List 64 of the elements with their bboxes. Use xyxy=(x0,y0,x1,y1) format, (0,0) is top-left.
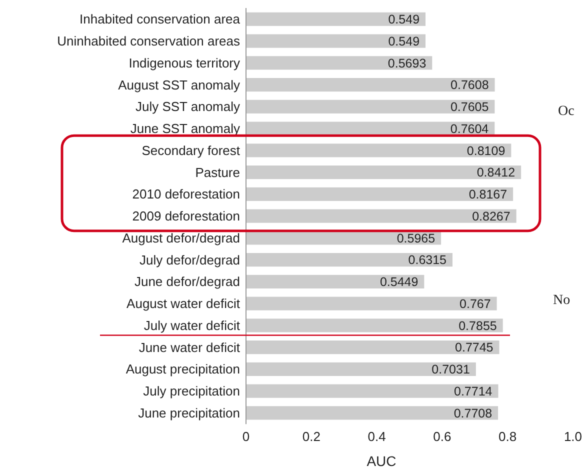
x-tick-label: 0.8 xyxy=(498,429,517,444)
y-tick-label: July precipitation xyxy=(143,384,240,399)
data-label: 0.5693 xyxy=(388,56,426,70)
data-label: 0.549 xyxy=(388,12,420,27)
x-tick-label: 0.6 xyxy=(433,429,452,444)
data-label: 0.549 xyxy=(388,34,420,48)
data-label: 0.6315 xyxy=(408,253,447,268)
y-tick-label: August precipitation xyxy=(126,362,240,377)
x-tick-label: 0.4 xyxy=(368,429,386,444)
y-tick-label: Indigenous territory xyxy=(128,55,240,70)
data-label: 0.7608 xyxy=(450,78,489,92)
bar xyxy=(246,384,498,398)
data-label: 0.7855 xyxy=(458,318,497,333)
y-tick-label: July water deficit xyxy=(144,318,240,333)
bar xyxy=(246,100,495,114)
bar xyxy=(246,187,514,201)
y-tick-label: June defor/degrad xyxy=(134,274,240,290)
bar xyxy=(246,296,497,310)
x-tick-label: 1.0 xyxy=(564,429,582,444)
data-label: 0.767 xyxy=(460,296,491,311)
bar xyxy=(246,340,500,354)
data-label: 0.8267 xyxy=(472,209,510,224)
data-label: 0.8167 xyxy=(468,188,508,202)
y-tick-label: Uninhabited conservation areas xyxy=(57,34,240,49)
y-tick-label: Secondary forest xyxy=(142,142,240,158)
data-label: 0.5965 xyxy=(396,231,436,246)
bar xyxy=(246,144,512,158)
annotation: No xyxy=(553,293,570,308)
y-tick-label: August defor/degrad xyxy=(122,230,240,246)
bar xyxy=(246,34,426,48)
bar xyxy=(246,274,424,288)
y-tick-label: June precipitation xyxy=(138,405,240,420)
bar xyxy=(246,253,452,267)
y-tick-label: June SST anomaly xyxy=(130,121,240,136)
y-tick-label: Pasture xyxy=(195,164,240,180)
x-tick-label: 0.2 xyxy=(302,429,320,444)
data-label: 0.5449 xyxy=(380,275,418,290)
y-tick-label: July defor/degrad xyxy=(140,252,240,268)
x-axis-title: AUC xyxy=(366,453,396,469)
data-label: 0.7031 xyxy=(432,362,470,377)
data-label: 0.7604 xyxy=(450,122,489,136)
y-tick-label: 2009 deforestation xyxy=(132,208,240,224)
bar xyxy=(246,209,516,223)
bar xyxy=(246,318,503,332)
bar xyxy=(246,362,476,376)
y-tick-label: 2010 deforestation xyxy=(132,186,240,202)
bar xyxy=(246,56,432,70)
data-label: 0.8412 xyxy=(476,166,516,180)
x-tick-label: 0 xyxy=(242,429,250,444)
data-label: 0.7708 xyxy=(454,406,492,420)
y-tick-label: August SST anomaly xyxy=(118,77,240,92)
y-tick-label: June water deficit xyxy=(138,340,240,355)
y-tick-label: July SST anomaly xyxy=(135,99,240,114)
data-label: 0.7605 xyxy=(450,100,489,114)
annotation: Oc xyxy=(558,104,574,119)
data-label: 0.8109 xyxy=(466,144,506,158)
y-tick-label: Inhabited conservation area xyxy=(80,12,241,27)
bar xyxy=(246,166,522,180)
data-label: 0.7745 xyxy=(455,340,494,355)
bar xyxy=(246,406,498,420)
data-label: 0.7714 xyxy=(454,384,492,398)
bar xyxy=(246,12,426,26)
y-tick-label: August water deficit xyxy=(126,296,240,312)
bar xyxy=(246,78,495,92)
